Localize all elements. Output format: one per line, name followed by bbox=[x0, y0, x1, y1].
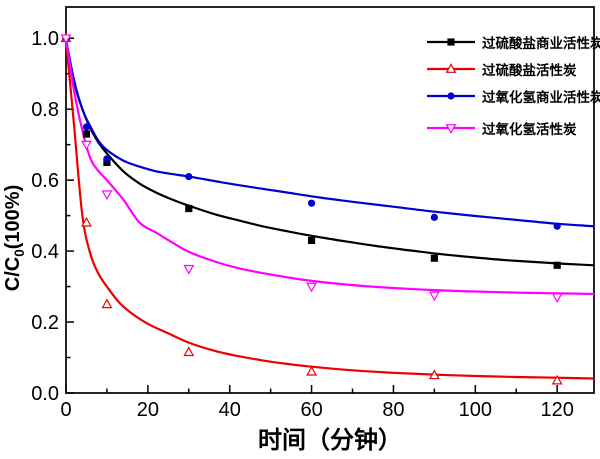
data-point-marker bbox=[183, 346, 195, 357]
y-axis-label-text: C/C bbox=[2, 256, 24, 292]
data-point-marker bbox=[445, 62, 457, 73]
y-axis-label: C/C0(100%) bbox=[2, 142, 30, 334]
data-point-marker bbox=[60, 34, 72, 45]
data-point-marker bbox=[101, 298, 113, 309]
y-tick-label: 0.4 bbox=[31, 241, 59, 263]
data-point-marker bbox=[430, 254, 438, 262]
data-point-marker bbox=[81, 140, 92, 151]
data-point-marker bbox=[183, 264, 195, 275]
y-tick-label: 1.0 bbox=[31, 28, 59, 50]
data-point-marker bbox=[551, 293, 563, 304]
legend-label: 过硫酸盐商业活性炭 bbox=[482, 35, 600, 51]
legend-item: 过硫酸盐活性炭 bbox=[427, 55, 600, 82]
data-point-marker bbox=[82, 123, 91, 131]
plot-frame bbox=[65, 6, 595, 394]
legend-label: 过氧化氢商业活性炭 bbox=[482, 89, 600, 105]
y-tick-label: 0.6 bbox=[31, 170, 59, 192]
data-point-marker bbox=[553, 222, 561, 230]
data-point-marker bbox=[101, 190, 113, 201]
legend-item: 过氧化氢活性炭 bbox=[427, 114, 600, 141]
series-curve bbox=[64, 39, 595, 296]
x-tick-label: 0 bbox=[60, 399, 71, 421]
data-point-marker bbox=[185, 172, 193, 181]
data-point-marker bbox=[306, 365, 318, 376]
data-point-marker bbox=[307, 199, 316, 207]
y-tick-label: 0.8 bbox=[31, 99, 59, 121]
y-axis-label-suffix: (100%) bbox=[2, 184, 24, 250]
x-tick-label: 20 bbox=[137, 399, 159, 421]
data-point-marker bbox=[445, 123, 457, 134]
x-axis-label: 时间（分钟） bbox=[258, 427, 402, 454]
legend-item: 过氧化氢商业活性炭 bbox=[427, 82, 600, 109]
data-point-marker bbox=[447, 91, 455, 100]
x-tick-label: 60 bbox=[300, 399, 322, 421]
data-point-marker bbox=[306, 282, 318, 293]
legend-line-sample bbox=[427, 91, 475, 100]
data-point-marker bbox=[430, 213, 438, 221]
legend-line-sample bbox=[427, 123, 475, 134]
x-tick-label: 120 bbox=[540, 399, 573, 421]
data-point-marker bbox=[428, 291, 440, 302]
legend-label: 过硫酸盐活性炭 bbox=[482, 62, 577, 78]
data-point-marker bbox=[103, 155, 111, 163]
data-point-marker bbox=[82, 130, 91, 138]
series-curve bbox=[64, 39, 595, 228]
legend-line-sample bbox=[427, 62, 475, 73]
series-curve bbox=[64, 39, 595, 380]
x-tick-label: 100 bbox=[459, 399, 492, 421]
data-point-marker bbox=[81, 216, 92, 227]
legend-label: 过氧化氢活性炭 bbox=[482, 121, 577, 137]
data-point-marker bbox=[551, 374, 563, 385]
data-point-marker bbox=[185, 204, 193, 213]
data-point-marker bbox=[553, 261, 561, 269]
y-tick-label: 0.0 bbox=[31, 383, 59, 405]
legend-line-sample bbox=[427, 37, 475, 46]
data-point-marker bbox=[428, 369, 440, 380]
x-tick-label: 80 bbox=[382, 399, 404, 421]
y-axis-label-subscript: 0 bbox=[12, 249, 27, 257]
data-point-marker bbox=[307, 236, 316, 245]
y-tick-label: 0.2 bbox=[31, 312, 59, 334]
data-point-marker bbox=[447, 37, 455, 46]
legend: 过硫酸盐商业活性炭 过硫酸盐活性炭过氧化氢商业活性炭 过氧化氢活性炭 bbox=[427, 28, 600, 141]
x-tick-label: 40 bbox=[219, 399, 241, 421]
legend-item: 过硫酸盐商业活性炭 bbox=[427, 28, 600, 55]
